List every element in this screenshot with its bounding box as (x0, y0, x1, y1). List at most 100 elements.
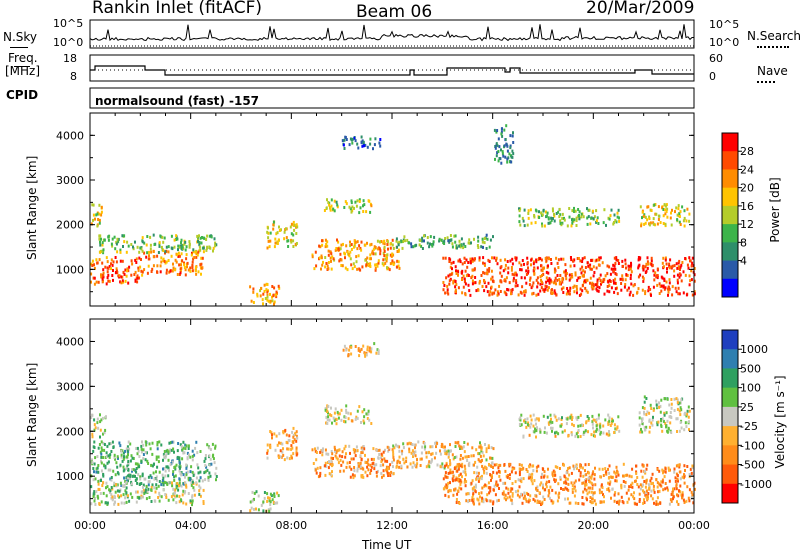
velocity-cell-8 (490, 465, 493, 468)
power-cell-3 (100, 213, 103, 217)
velocity-cell-3 (271, 498, 274, 502)
velocity-cell-10 (557, 417, 560, 421)
velocity-cell-9 (590, 476, 593, 480)
power-cell-6 (350, 248, 353, 251)
power-cell-11 (586, 216, 589, 220)
power-cell-10 (496, 293, 499, 297)
power-cell-1 (197, 270, 200, 274)
velocity-cell-4 (279, 455, 282, 459)
velocity-cell-9 (470, 481, 473, 485)
velocity-cell-9 (582, 474, 585, 478)
power-cell-10 (674, 286, 677, 290)
power-cell-7 (348, 205, 351, 209)
velocity-cell-5 (388, 472, 391, 476)
power-cell-9 (433, 235, 436, 239)
power-cell-11 (614, 219, 617, 222)
velocity-cell-8 (441, 462, 444, 466)
velocity-cell-9 (586, 492, 589, 496)
velocity-cell-0 (182, 473, 185, 477)
velocity-cell-4 (286, 447, 289, 451)
power-cell-12 (653, 203, 656, 207)
power-cell-10 (504, 258, 507, 262)
velocity-cell-8 (444, 452, 447, 455)
power-cell-10 (564, 263, 567, 267)
velocity-cell-0 (172, 447, 175, 451)
power-cell-10 (599, 273, 602, 277)
velocity-cell-0 (127, 479, 129, 483)
velocity-cell-2 (94, 426, 97, 430)
power-cell-5 (290, 240, 293, 244)
power-cell-0 (104, 265, 107, 269)
velocity-cell-0 (134, 479, 137, 482)
power-cell-12 (670, 223, 673, 227)
velocity-cell-9 (589, 496, 592, 499)
power-cell-6 (377, 247, 380, 251)
power-cell-10 (573, 284, 576, 288)
velocity-cell-9 (599, 475, 602, 479)
velocity-cell-9 (547, 467, 549, 471)
power-cell-8 (341, 139, 344, 143)
power-cell-10 (448, 279, 451, 283)
power-cell-10 (562, 291, 565, 294)
power-cell-10 (542, 272, 545, 276)
velocity-cell-8 (435, 445, 437, 449)
power-cell-11 (518, 207, 520, 211)
power-cell-9 (464, 245, 467, 248)
velocity-cell-9 (676, 493, 678, 497)
velocity-cell-9 (558, 491, 561, 495)
velocity-cell-9 (653, 490, 656, 494)
velocity-cell-0 (156, 478, 158, 482)
power-cell-0 (95, 280, 98, 284)
velocity-cell-6 (331, 421, 333, 425)
power-cell-0 (93, 263, 95, 267)
velocity-cell-10 (609, 424, 612, 427)
velocity-cell-9 (652, 481, 654, 485)
velocity-cell-11 (641, 406, 644, 410)
power-cell-10 (565, 292, 568, 296)
power-cell-12 (664, 212, 667, 216)
power-cell-11 (575, 216, 578, 220)
power-cell-11 (527, 209, 530, 213)
power-cell-8 (353, 136, 356, 140)
power-cell-2 (200, 241, 203, 245)
power-cell-6 (365, 263, 368, 267)
velocity-cell-10 (553, 413, 556, 417)
power-cell-10 (597, 263, 600, 267)
velocity-cell-3 (250, 506, 253, 510)
velocity-cell-8 (406, 465, 409, 469)
velocity-cell-9 (661, 478, 664, 482)
power-cell-10 (620, 282, 623, 285)
power-cell-10 (678, 272, 681, 276)
power-cell-10 (490, 277, 493, 281)
velocity-cell-10 (561, 416, 563, 420)
power-cell-10 (574, 273, 577, 277)
velocity-cell-9 (690, 490, 693, 494)
velocity-cell-9 (564, 480, 567, 484)
velocity-cell-9 (680, 493, 683, 497)
velocity-cell-6 (362, 419, 365, 423)
velocity-cell-4 (269, 444, 272, 448)
velocity-cell-0 (124, 479, 127, 483)
power-cell-10 (627, 264, 630, 268)
power-cell-0 (92, 276, 95, 280)
power-cell-10 (553, 289, 556, 293)
power-cell-6 (376, 239, 379, 243)
velocity-cell-9 (460, 487, 463, 491)
power-cell-10 (504, 263, 507, 267)
power-cell-1 (189, 269, 192, 273)
power-colorbar-segment-5 (722, 224, 738, 243)
velocity-cell-5 (324, 448, 327, 452)
power-cell-13 (506, 144, 509, 148)
velocity-cell-0 (156, 465, 159, 469)
power-cell-10 (548, 281, 551, 285)
power-cell-8 (372, 147, 374, 151)
velocity-colorbar-label-3: 25 (740, 401, 754, 414)
velocity-cell-11 (663, 413, 666, 417)
velocity-cell-5 (386, 471, 389, 475)
power-cell-5 (266, 246, 269, 250)
power-cell-9 (420, 244, 423, 248)
velocity-cell-8 (478, 445, 481, 449)
power-cell-10 (589, 281, 591, 285)
velocity-cell-10 (529, 414, 532, 418)
velocity-cell-9 (646, 463, 649, 467)
